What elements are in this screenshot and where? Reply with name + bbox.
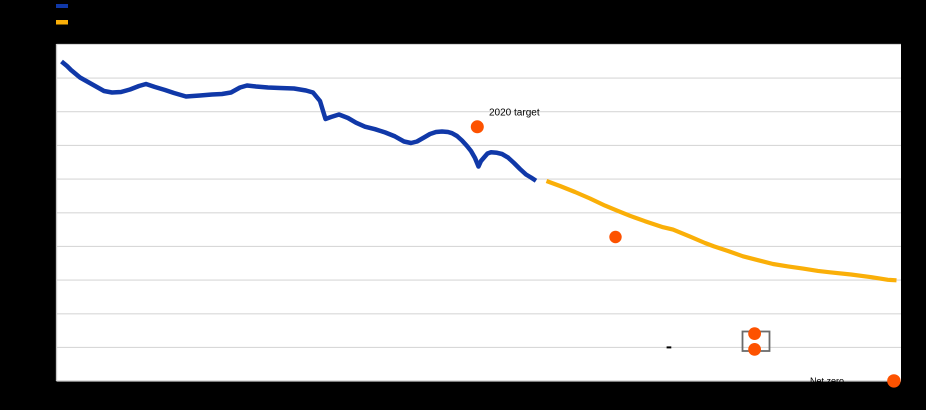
svg-text:Net zero: Net zero xyxy=(810,376,844,386)
svg-text:Projected pathway: Projected pathway xyxy=(72,18,154,29)
svg-text:Historical emissions: Historical emissions xyxy=(72,2,160,13)
svg-text:2020 target: 2020 target xyxy=(489,108,540,119)
